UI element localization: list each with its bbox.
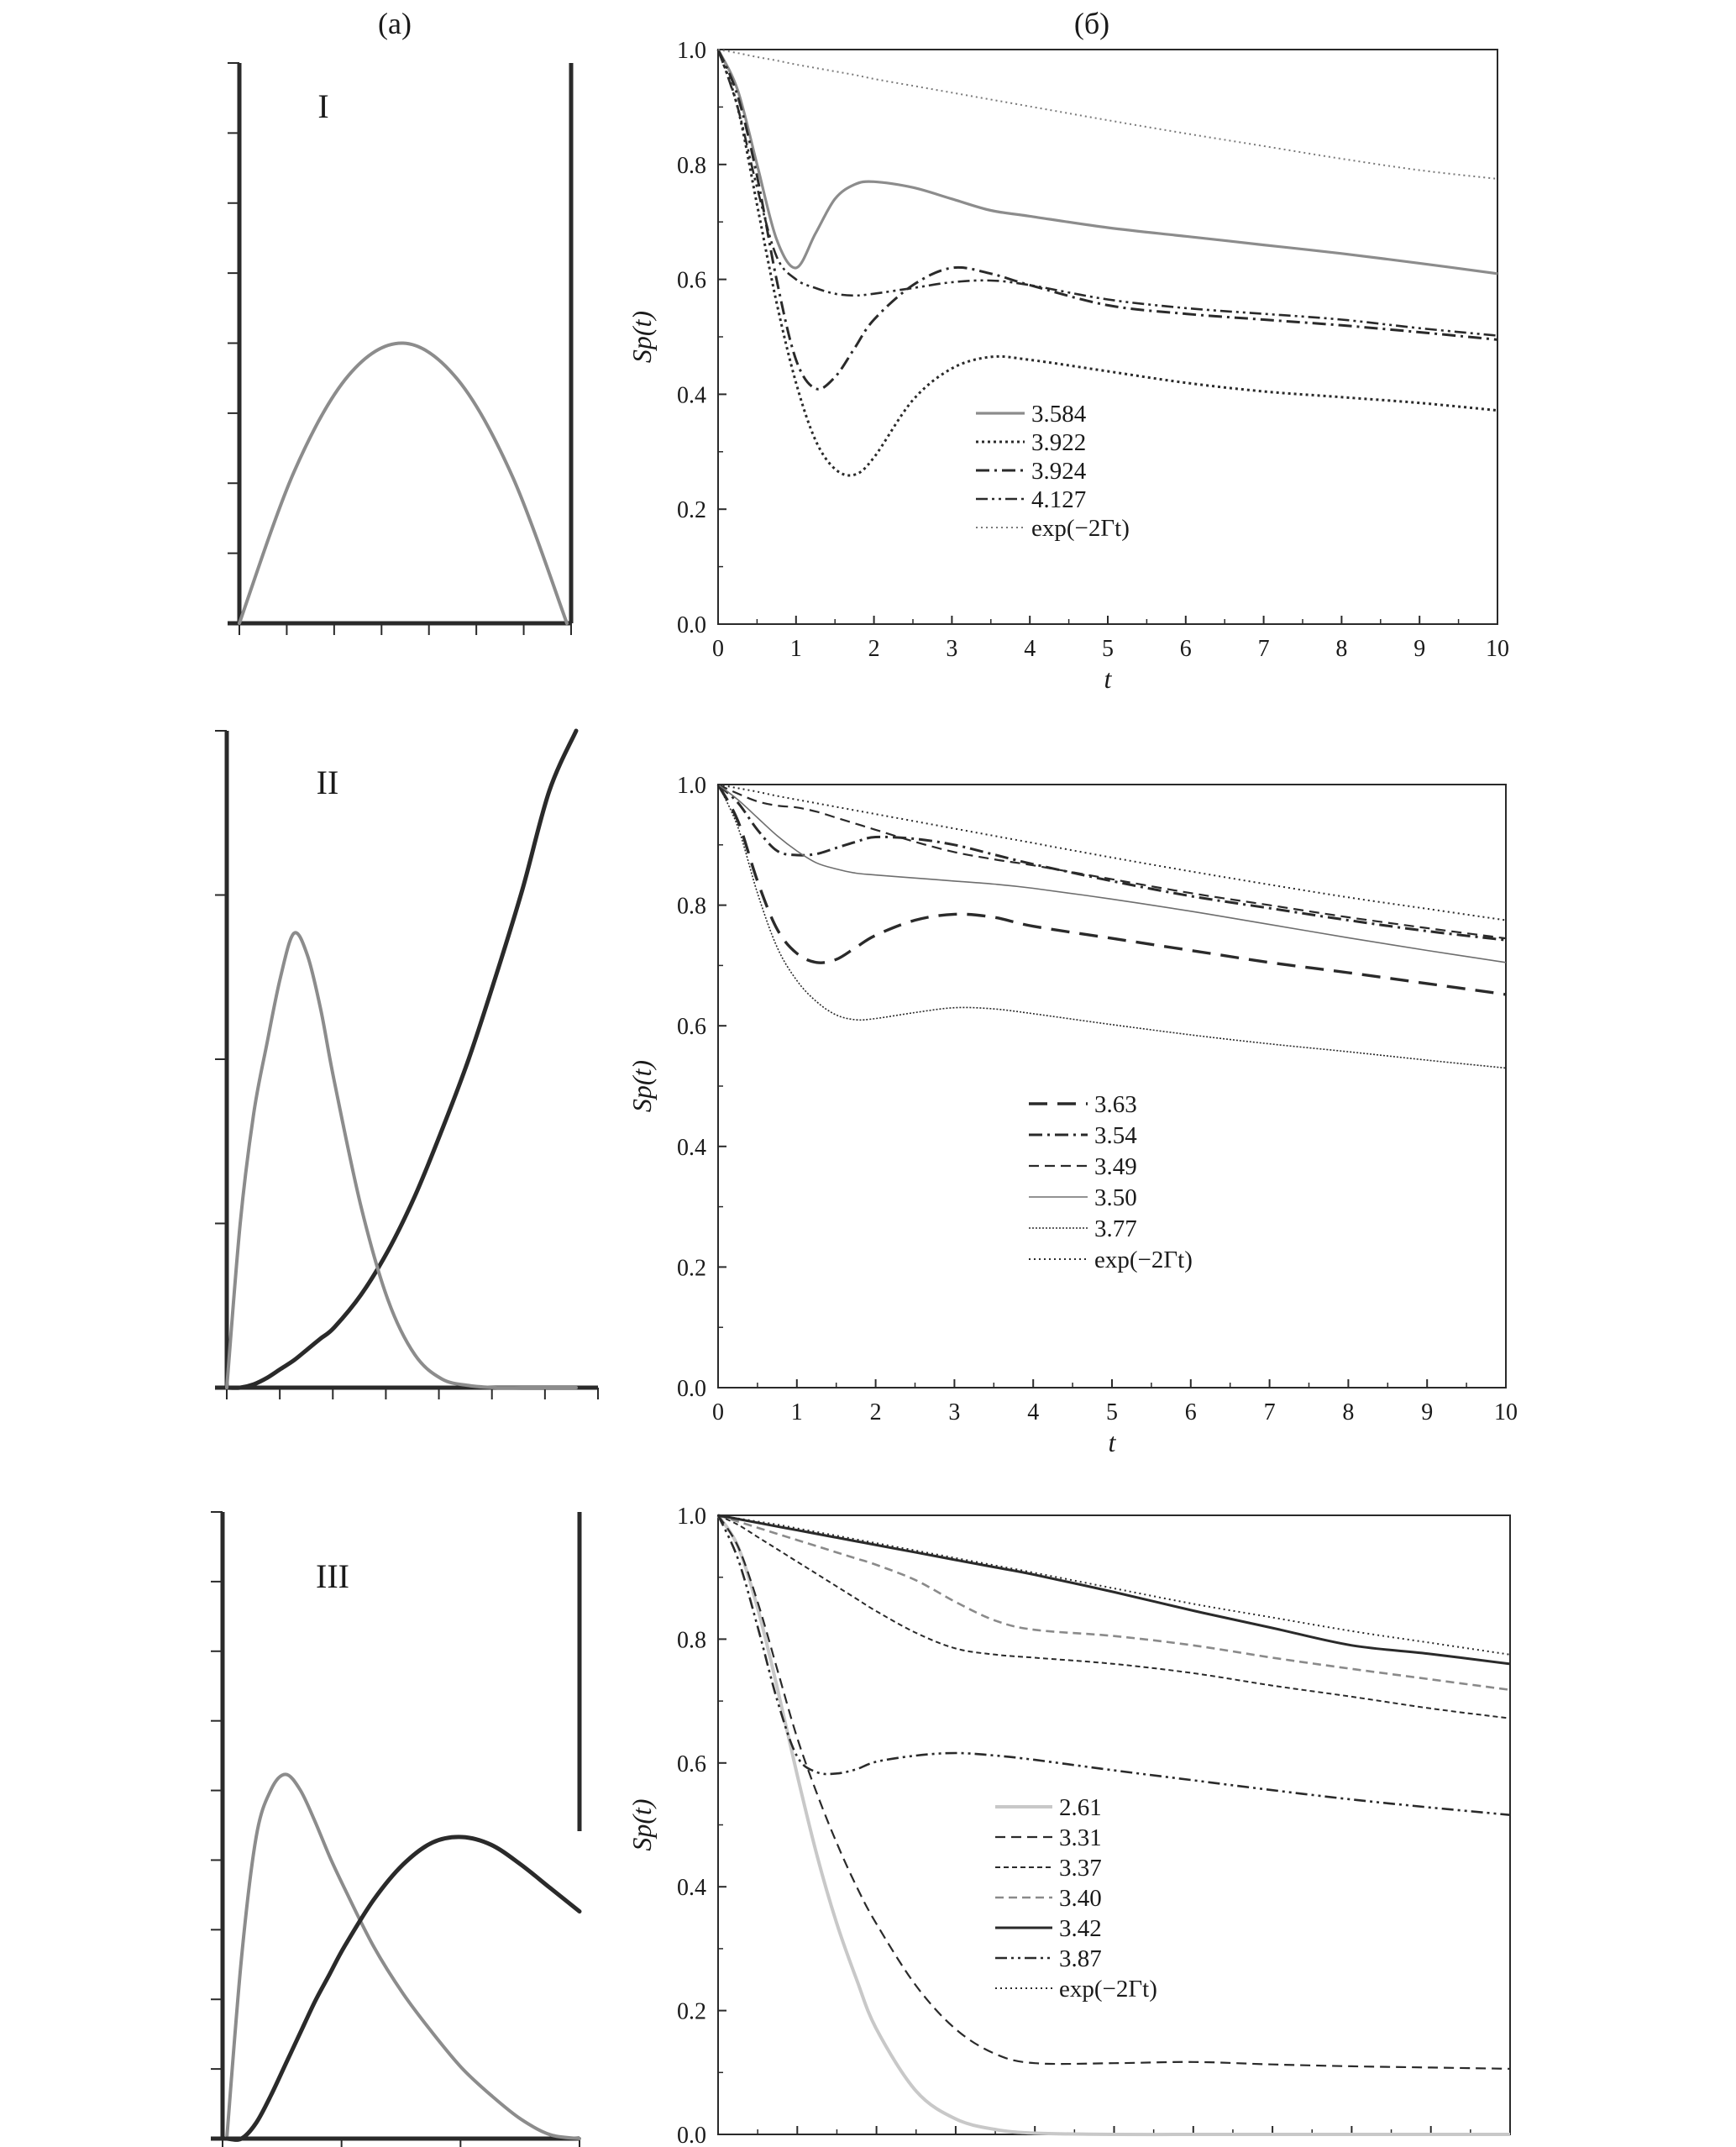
series-line-3-40: [717, 1514, 1511, 1692]
legend-label: 3.87: [1059, 1945, 1102, 1972]
legend-label: 3.37: [1059, 1855, 1102, 1882]
plot-frame: [717, 784, 1507, 1388]
y-tick-label: 0.8: [677, 153, 706, 179]
x-tick-label: 7: [1258, 636, 1270, 662]
x-axis-title: t: [1104, 664, 1113, 694]
chart-III-potential: III: [211, 1511, 582, 2147]
x-tick-label: 3: [946, 636, 957, 662]
series-line-3-37: [717, 1514, 1511, 1719]
y-tick-label: 0.4: [677, 1875, 706, 1901]
series-line-3-31: [717, 1514, 1511, 2070]
series-line-exp-2-t: [717, 784, 1507, 921]
legend-label: exp(−2Γt): [1059, 1976, 1157, 2003]
y-tick-label: 1.0: [677, 38, 706, 64]
legend-label: 3.50: [1094, 1184, 1137, 1211]
x-tick-label: 0: [712, 636, 724, 662]
y-axis-title: Sp(t): [627, 311, 657, 363]
x-tick-label: 6: [1185, 1399, 1197, 1425]
x-tick-label: 2: [870, 1399, 882, 1425]
series-line-3-50: [717, 784, 1507, 963]
x-tick-label: 8: [1342, 1399, 1354, 1425]
y-axis-title: Sp(t): [627, 1798, 657, 1850]
legend-label: 3.49: [1094, 1153, 1137, 1180]
y-tick-label: 0.0: [677, 612, 706, 638]
legend-label: 3.924: [1031, 458, 1087, 485]
y-tick-label: 0.2: [677, 1999, 706, 2025]
y-tick-label: 0.8: [677, 1627, 706, 1653]
y-tick-label: 0.0: [677, 1376, 706, 1402]
series-line-3-54: [716, 783, 1507, 942]
series-line-3-42: [717, 1514, 1511, 1666]
series-line-3-63: [716, 784, 1507, 996]
wavefunction-curve: [225, 931, 578, 1390]
y-tick-label: 0.2: [677, 1255, 706, 1281]
panel-label-a: (а): [378, 7, 412, 40]
y-axis-title: Sp(t): [627, 1060, 657, 1112]
x-tick-label: 10: [1486, 636, 1509, 662]
wavefunction-curve: [238, 341, 569, 625]
legend-label: exp(−2Γt): [1094, 1247, 1193, 1273]
y-tick-label: 0.8: [677, 894, 706, 920]
y-tick-label: 0.4: [677, 1135, 706, 1161]
x-tick-label: 4: [1024, 636, 1036, 662]
panel-title: II: [317, 764, 339, 801]
x-tick-label: 5: [1102, 636, 1114, 662]
x-tick-label: 9: [1413, 636, 1425, 662]
series-line-4-127: [716, 49, 1498, 337]
series-line-3-49: [717, 784, 1507, 940]
x-tick-label: 5: [1106, 1399, 1118, 1425]
y-tick-label: 0.6: [677, 1014, 706, 1040]
x-tick-label: 3: [948, 1399, 960, 1425]
legend-label: exp(−2Γt): [1031, 515, 1130, 542]
x-tick-label: 4: [1027, 1399, 1039, 1425]
x-tick-label: 9: [1421, 1399, 1433, 1425]
chart-III-survival: 0123456789100.00.20.40.60.81.0tSp(t)2.61…: [627, 1504, 1522, 2147]
panel-title: I: [317, 87, 328, 125]
chart-I-potential: I: [228, 62, 574, 635]
x-tick-label: 7: [1264, 1399, 1276, 1425]
y-tick-label: 0.4: [677, 382, 706, 408]
y-tick-label: 1.0: [677, 1504, 706, 1530]
chart-II-survival: 0 1 2 3 4 5 6 7 8 9 10 0.0 0.2 0.4 0.6 0.8 1.0 t Sp(t) 3.63…: [627, 773, 1518, 1457]
series-line-2-61: [716, 1514, 1510, 2137]
legend-label: 3.922: [1031, 429, 1086, 456]
legend-label: 2.61: [1059, 1794, 1102, 1821]
x-tick-label: 10: [1494, 1399, 1518, 1425]
x-tick-label: 0: [712, 1399, 724, 1425]
series-line-3-922: [716, 49, 1498, 477]
x-tick-label: 1: [790, 636, 802, 662]
x-tick-label: 8: [1335, 636, 1347, 662]
legend-label: 3.63: [1094, 1091, 1137, 1118]
y-tick-label: 0.0: [677, 2123, 706, 2147]
potential-curve: [224, 728, 579, 1390]
panel-label-b: (б): [1074, 7, 1109, 40]
y-tick-label: 0.6: [677, 1751, 706, 1777]
series-line-exp-2-t: [717, 49, 1498, 180]
series-line-3-924: [716, 49, 1498, 391]
legend-label: 3.77: [1094, 1215, 1137, 1242]
legend-label: 3.54: [1094, 1122, 1137, 1149]
x-tick-label: 6: [1180, 636, 1192, 662]
legend-label: 4.127: [1031, 486, 1086, 513]
x-axis-title: t: [1109, 1427, 1117, 1457]
potential-curve: [224, 1835, 582, 2142]
series-line-3-87: [716, 1514, 1511, 1816]
plot-frame: [717, 1514, 1511, 2135]
legend-label: 3.40: [1059, 1885, 1102, 1912]
y-tick-label: 0.6: [677, 268, 706, 294]
y-tick-label: 1.0: [677, 773, 706, 799]
legend-label: 3.42: [1059, 1915, 1102, 1942]
x-tick-label: 2: [868, 636, 880, 662]
chart-II-potential: II: [215, 728, 599, 1399]
series-line-3-584: [716, 49, 1498, 276]
legend-label: 3.584: [1031, 401, 1087, 428]
panel-title: III: [316, 1557, 349, 1595]
chart-I-survival: 0 1 2 3 4 5 6 7 8 9 10 0.0 0.2 0.4 0.6 0.8 1.0 t Sp(t) 3.58…: [627, 38, 1509, 694]
wavefunction-curve: [225, 1772, 581, 2140]
x-tick-label: 1: [791, 1399, 803, 1425]
legend-label: 3.31: [1059, 1824, 1102, 1851]
y-tick-label: 0.2: [677, 497, 706, 523]
series-line-exp-2-t: [717, 1514, 1511, 1656]
